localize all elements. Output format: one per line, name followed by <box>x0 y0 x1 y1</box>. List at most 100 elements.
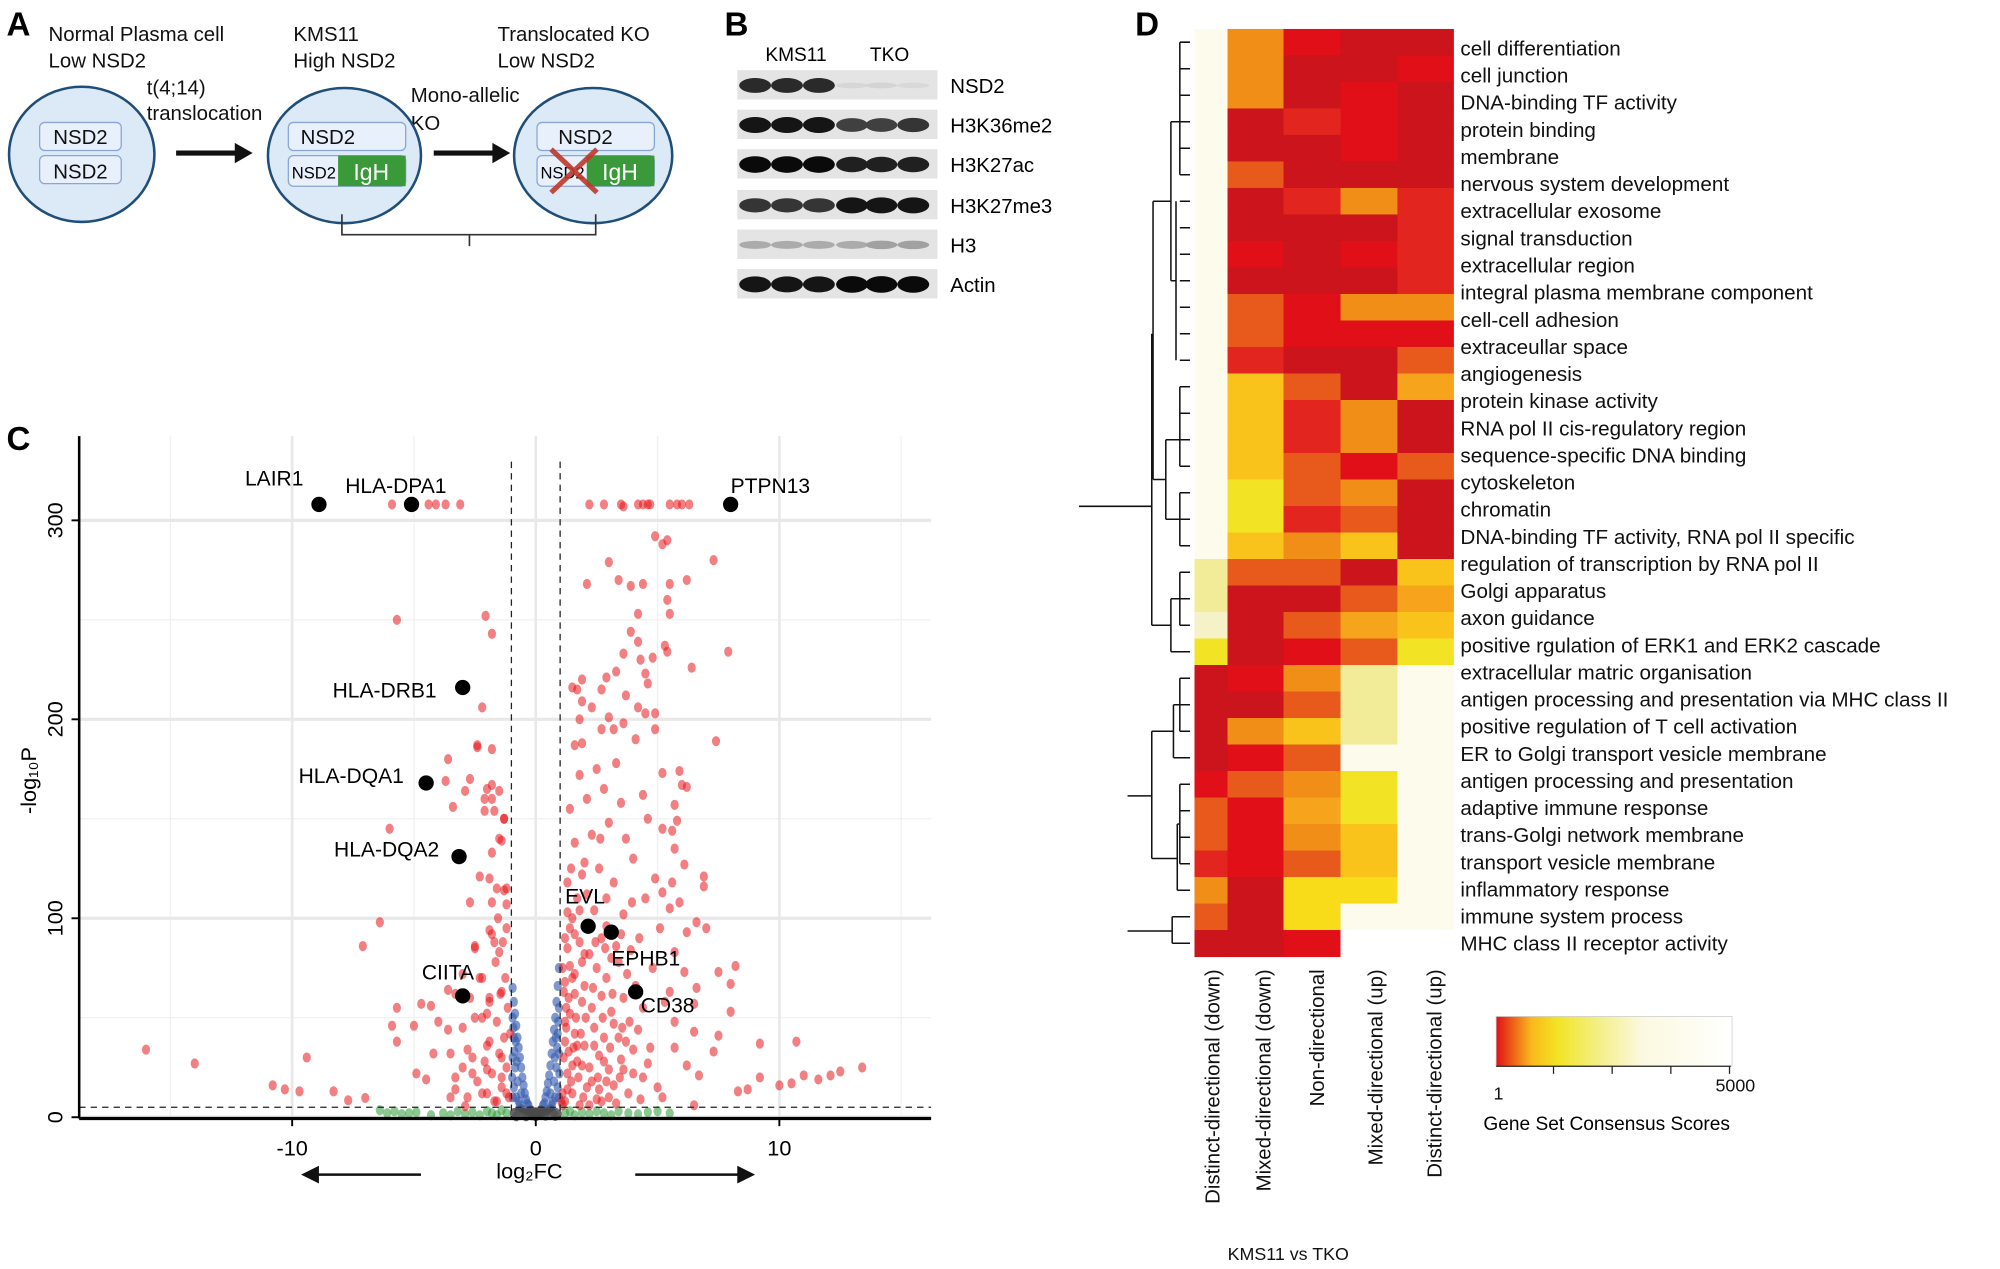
point-significant <box>562 1002 571 1013</box>
heatmap-cell <box>1227 665 1285 693</box>
point-significant <box>597 933 606 944</box>
point-significant <box>614 574 623 586</box>
point-significant <box>599 499 609 510</box>
point-significant <box>643 1058 652 1069</box>
point-significant <box>787 1078 796 1089</box>
point-significant <box>604 1064 613 1075</box>
point-significant <box>563 907 572 918</box>
point-significant <box>619 992 628 1003</box>
heatmap-cell <box>1397 55 1454 83</box>
point-significant <box>375 917 384 928</box>
heatmap-cell <box>1283 373 1342 401</box>
blot-label: Actin <box>950 275 995 297</box>
colorbar-title: Gene Set Consensus Scores <box>1483 1114 1730 1135</box>
point-significant <box>638 1072 648 1083</box>
point-significant <box>577 869 587 880</box>
heatmap-cell <box>1397 346 1454 374</box>
point-fc-only <box>592 1106 601 1117</box>
cell3-title: Translocated KO <box>498 24 650 46</box>
point-significant <box>646 499 655 510</box>
point-significant <box>443 984 453 995</box>
point-significant <box>625 1016 634 1027</box>
point-significant <box>480 1056 489 1067</box>
heatmap-column-labels: Distinct-directional (down) Mixed-directi… <box>1202 969 1446 1204</box>
point-significant <box>580 1040 589 1051</box>
point-significant <box>651 531 660 542</box>
heatmap-cell <box>1194 877 1229 905</box>
point-significant <box>570 837 579 848</box>
heatmap-cell <box>1227 452 1285 481</box>
point-significant <box>568 972 577 984</box>
point-significant <box>480 805 489 816</box>
colorbar-min-label: 1 <box>1494 1083 1504 1103</box>
point-significant <box>597 990 606 1001</box>
western-blots: NSD2 H3K36me2 H3K27ac H3K27me3 H3 Actin <box>737 70 1052 299</box>
point-fc-only <box>624 1108 633 1119</box>
heatmap-cell <box>1227 214 1285 242</box>
point-significant <box>665 608 674 619</box>
heatmap-cell <box>1283 850 1342 878</box>
point-significant <box>475 972 484 984</box>
point-significant <box>560 1036 570 1047</box>
point-significant <box>495 946 504 958</box>
heatmap-cell <box>1340 81 1398 109</box>
heatmap-cell <box>1194 320 1229 348</box>
heatmap-cell <box>1227 293 1285 321</box>
point-significant <box>670 946 679 958</box>
heatmap-cell <box>1283 81 1342 109</box>
point-significant <box>668 877 677 888</box>
point-significant <box>563 1084 572 1095</box>
heatmap-cell <box>1340 267 1398 295</box>
point-significant <box>585 1062 594 1073</box>
blot-band <box>865 240 898 250</box>
heatmap-cell <box>1194 612 1229 640</box>
heatmap-cell <box>1397 161 1454 189</box>
heatmap-cell <box>1194 903 1229 931</box>
cell1-title: Normal Plasma cell <box>49 24 225 46</box>
arrow-right-icon <box>635 1165 756 1184</box>
panel-letter-c: C <box>6 421 30 458</box>
point-significant <box>591 937 600 948</box>
point-significant <box>612 941 621 952</box>
point-fc-only <box>383 1108 392 1119</box>
point-significant <box>635 933 644 944</box>
y-tick-label: 0 <box>43 1111 68 1123</box>
heatmap-row-label: trans-Golgi network membrane <box>1460 824 1744 847</box>
gene-label: NSD2 <box>558 127 612 149</box>
heatmap-row-label: ER to Golgi transport vesicle membrane <box>1460 743 1826 766</box>
blot-band <box>865 118 898 132</box>
point-p-only <box>550 1052 559 1063</box>
heatmap-cell <box>1397 718 1454 746</box>
point-p-only <box>508 1072 517 1083</box>
allele-box <box>39 154 122 185</box>
point-significant <box>302 1052 311 1063</box>
blot-row: H3K36me2 <box>737 109 1052 140</box>
point-significant <box>653 1082 662 1093</box>
point-significant <box>624 1088 633 1099</box>
heatmap-cell <box>1227 877 1285 905</box>
heatmap-cell <box>1227 850 1285 878</box>
point-significant <box>580 857 589 868</box>
blot-label: H3 <box>950 236 976 258</box>
heatmap-row-label: integral plasma membrane component <box>1460 282 1813 305</box>
point-significant <box>582 793 591 804</box>
heatmap-cell <box>1397 585 1454 613</box>
point-significant <box>614 956 623 968</box>
point-significant <box>670 1016 679 1027</box>
point-significant <box>714 966 723 978</box>
point-significant <box>792 1036 801 1047</box>
point-significant <box>577 738 587 749</box>
point-significant <box>609 1018 618 1029</box>
point-significant <box>475 871 484 882</box>
point-significant <box>604 817 613 828</box>
point-significant <box>694 1070 704 1081</box>
heatmap-row-label: angiogenesis <box>1460 363 1582 386</box>
heatmap-cell <box>1227 108 1285 136</box>
labeled-point <box>418 775 434 791</box>
point-fc-only <box>405 1108 414 1119</box>
point-significant <box>731 960 740 972</box>
point-significant <box>465 773 475 785</box>
point-fc-only <box>643 1107 652 1118</box>
heatmap-cell <box>1194 452 1229 481</box>
